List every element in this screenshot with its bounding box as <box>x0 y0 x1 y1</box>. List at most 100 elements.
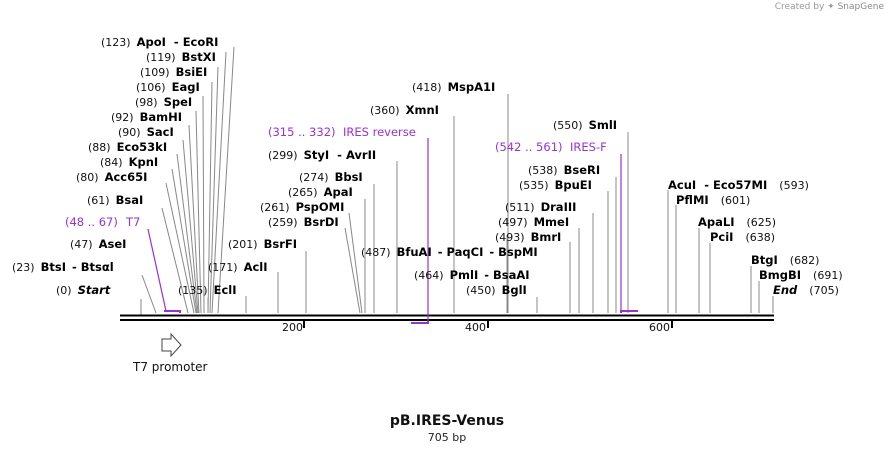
svg-text:(261)PspOMI: (261) PspOMI <box>260 200 344 214</box>
site-start[interactable]: (0) Start <box>56 283 111 297</box>
snapgene-logo-icon: ✦ <box>827 2 835 12</box>
site-draiii[interactable]: (511) DraIII <box>505 200 576 214</box>
site-bsrfi[interactable]: (201) BsrFI <box>228 237 297 251</box>
site-asei[interactable]: (47) AseI <box>70 237 126 251</box>
feature-ires-f-name: IRES-F <box>570 140 607 154</box>
site-pflmi[interactable]: PflMI (601) <box>676 193 750 207</box>
feature-t7-name: T7 <box>125 215 140 229</box>
site-position: (638) <box>745 231 775 244</box>
site-bsrdi[interactable]: (259) BsrDI <box>268 215 339 229</box>
site-name: BsrFI <box>264 237 297 251</box>
site-kpni[interactable]: (84) KpnI <box>100 155 158 169</box>
site-name: BpuEI <box>555 178 592 192</box>
site-acli[interactable]: (171) AclI <box>208 260 268 274</box>
site-name: BtgI <box>751 253 778 267</box>
site-name: MspA1I <box>448 80 496 94</box>
site-pspomi[interactable]: (261) PspOMI <box>260 200 344 214</box>
site-name: BamHI <box>140 110 182 124</box>
site-position: (80) <box>76 171 99 184</box>
site-xmni[interactable]: (360) XmnI <box>370 103 439 117</box>
site-name: Acc65I <box>105 170 148 184</box>
site-name-2: PaqCI <box>447 245 484 259</box>
site-acui[interactable]: AcuI - Eco57MI (593) <box>668 178 809 192</box>
site-apali[interactable]: ApaLI (625) <box>698 215 776 229</box>
site-btsi[interactable]: (23) BtsI - Btsαl <box>12 260 114 274</box>
site-bmgbi[interactable]: BmgBI (691) <box>759 268 843 282</box>
svg-text:(497)MmeI: (497) MmeI <box>498 215 569 229</box>
site-bsiei[interactable]: (109) BsiEI <box>140 65 207 79</box>
site-name: DraIII <box>541 200 577 214</box>
site-name: BstXI <box>182 50 216 64</box>
site-name: BfuAI <box>397 245 432 259</box>
site-name: Start <box>78 283 111 297</box>
site-bseri[interactable]: (538) BseRI <box>528 163 600 177</box>
svg-text:(61)BsaI: (61) BsaI <box>87 193 143 207</box>
site-smli[interactable]: (550) SmlI <box>553 118 617 132</box>
site-bpuei[interactable]: (535) BpuEI <box>519 178 592 192</box>
leader-lines <box>140 46 774 316</box>
site-bstxi[interactable]: (119) BstXI <box>146 50 216 64</box>
site-apoi[interactable]: (123) ApoI - EcoRI <box>101 35 218 49</box>
site-styi[interactable]: (299) StyI - AvrII <box>268 148 376 162</box>
site-position: (259) <box>268 216 298 229</box>
site-bmri[interactable]: (493) BmrI <box>495 230 561 244</box>
site-name: XmnI <box>406 103 439 117</box>
site-btgi[interactable]: BtgI (682) <box>751 253 819 267</box>
svg-text:BtgI(682): BtgI (682) <box>751 253 819 267</box>
site-name: BtsI <box>41 260 66 274</box>
site-saci[interactable]: (90) SacI <box>118 125 174 139</box>
site-apai[interactable]: (265) ApaI <box>288 185 353 199</box>
site-name: PmlI <box>450 268 479 282</box>
site-pmli[interactable]: (464) PmlI - BsaAI <box>414 268 530 282</box>
site-mmei[interactable]: (497) MmeI <box>498 215 569 229</box>
site-acc65i[interactable]: (80) Acc65I <box>76 170 147 184</box>
svg-text:(274)BbsI: (274) BbsI <box>299 170 363 184</box>
site-name: AcuI <box>668 178 696 192</box>
site-position: (299) <box>268 149 298 162</box>
site-spei[interactable]: (98) SpeI <box>135 95 192 109</box>
site-eagi[interactable]: (106) EagI <box>136 80 200 94</box>
site-pcii[interactable]: PciI (638) <box>710 230 775 244</box>
site-name: BmgBI <box>759 268 801 282</box>
site-bamhi[interactable]: (92) BamHI <box>111 110 182 124</box>
svg-text:(360)XmnI: (360) XmnI <box>370 103 439 117</box>
svg-text:(119)BstXI: (119) BstXI <box>146 50 216 64</box>
site-name: End <box>773 283 798 297</box>
feature-ires-reverse-range: (315 .. 332) <box>268 125 336 139</box>
svg-text:(418)MspA1I: (418) MspA1I <box>412 80 495 94</box>
tick-label-400: 400 <box>465 321 486 334</box>
site-position: (119) <box>146 51 176 64</box>
feature-t7[interactable]: (48 .. 67) T7 <box>65 215 181 313</box>
site-position: (511) <box>505 201 535 214</box>
site-name: AclI <box>244 260 268 274</box>
site-ecli[interactable]: (135) EclI <box>178 283 237 297</box>
site-position: (201) <box>228 238 258 251</box>
svg-text:(299)StyI- AvrII: (299) StyI - AvrII <box>268 148 376 162</box>
feature-ires-reverse[interactable]: (315 .. 332) IRES reverse <box>268 125 429 324</box>
svg-text:End(705): End (705) <box>773 283 839 297</box>
feature-ires-f-range: (542 .. 561) <box>495 140 563 154</box>
site-bbsi[interactable]: (274) BbsI <box>299 170 363 184</box>
svg-text:PciI(638): PciI (638) <box>710 230 775 244</box>
promoter-arrow-icon <box>161 332 182 358</box>
site-eco53ki[interactable]: (88) Eco53kI <box>88 140 167 154</box>
t7-promoter[interactable]: T7 promoter <box>132 332 208 374</box>
site-position: (23) <box>12 261 35 274</box>
svg-text:AcuI- Eco57MI(593): AcuI - Eco57MI (593) <box>668 178 809 192</box>
site-end[interactable]: End (705) <box>773 283 839 297</box>
svg-text:(201)BsrFI: (201) BsrFI <box>228 237 297 251</box>
site-bsai[interactable]: (61) BsaI <box>87 193 143 207</box>
site-position: (601) <box>721 194 751 207</box>
svg-text:(106)EagI: (106) EagI <box>136 80 200 94</box>
feature-ires-reverse-name: IRES reverse <box>343 125 416 139</box>
site-name: ApoI <box>137 35 166 49</box>
site-bgli[interactable]: (450) BglI <box>466 283 527 297</box>
site-bfuai[interactable]: (487) BfuAI - PaqCI - BspMI <box>361 245 538 259</box>
site-position: (497) <box>498 216 528 229</box>
site-position: (84) <box>100 156 123 169</box>
site-name: AseI <box>99 237 127 251</box>
feature-ires-f[interactable]: (542 .. 561) IRES-F <box>495 140 638 313</box>
svg-text:(80)Acc65I: (80) Acc65I <box>76 170 147 184</box>
site-position: (61) <box>87 194 110 207</box>
site-mspa1i[interactable]: (418) MspA1I <box>412 80 495 94</box>
